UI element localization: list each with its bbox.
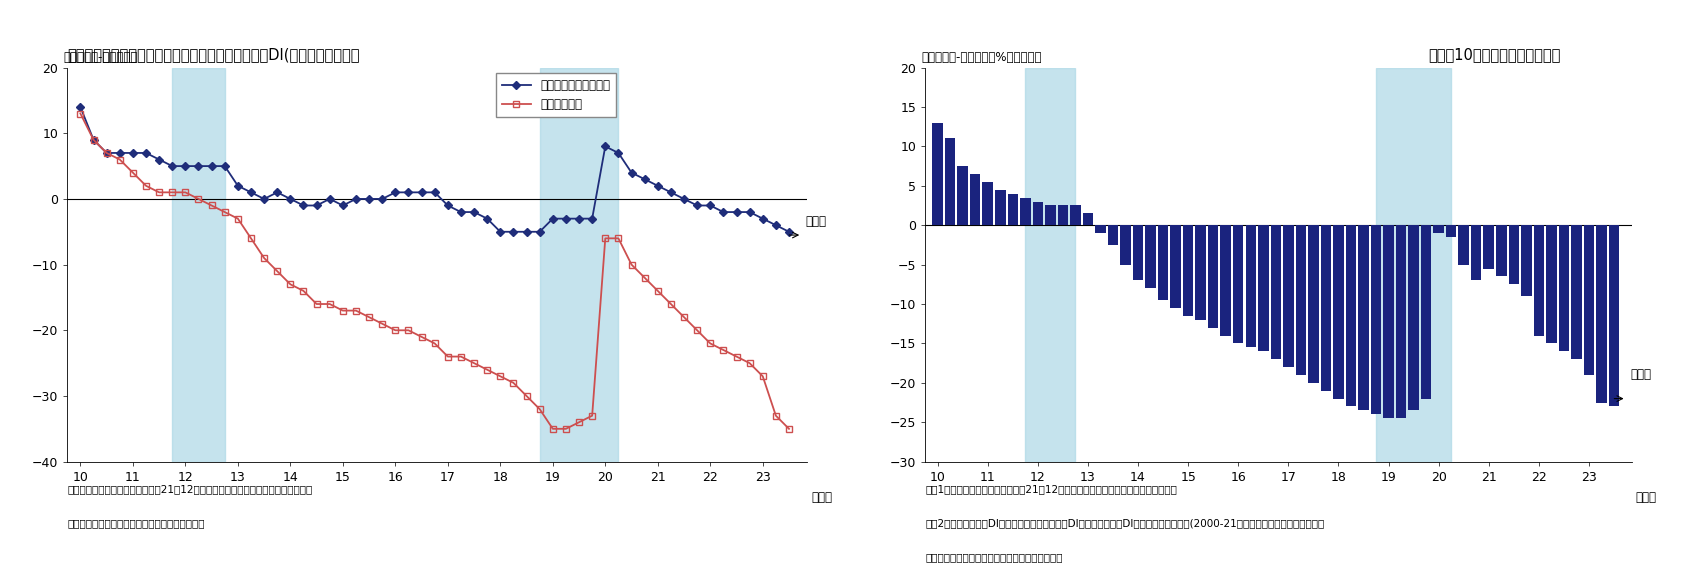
Text: （年）: （年） [811, 491, 833, 504]
Bar [1584, 225, 1595, 375]
Bar [1171, 225, 1181, 308]
Bar [1033, 202, 1043, 225]
Bar [1196, 225, 1206, 320]
雇用人員判断 [779, 426, 799, 432]
Bar [1396, 225, 1406, 418]
Bar [1070, 205, 1080, 225]
Bar [957, 166, 967, 225]
Bar [172, 68, 225, 462]
Bar [1509, 225, 1519, 284]
Bar [1083, 213, 1093, 225]
Bar [1132, 225, 1144, 280]
Bar [1359, 225, 1369, 410]
Bar [1546, 225, 1556, 343]
Bar [1408, 225, 1420, 410]
Text: （「過剰」-「不足」）: （「過剰」-「不足」） [64, 51, 138, 64]
Bar [1270, 225, 1282, 359]
Bar [1295, 225, 1307, 375]
Text: （「過剰」-「不足」、%ポイント）: （「過剰」-「不足」、%ポイント） [922, 51, 1043, 64]
Bar [1108, 225, 1119, 245]
Bar [1008, 194, 1018, 225]
Text: （資料）日本銀行「全国企業短期経済観測調査」: （資料）日本銀行「全国企業短期経済観測調査」 [67, 518, 205, 528]
Bar [932, 123, 944, 225]
Text: （図表９）　生産・営業用設備判断と雇用人員判断DI(全規模・全産業）: （図表９） 生産・営業用設備判断と雇用人員判断DI(全規模・全産業） [67, 47, 360, 62]
Bar [1145, 225, 1156, 288]
Bar [1458, 225, 1468, 265]
Bar [1258, 225, 1268, 351]
Bar [1608, 225, 1620, 406]
Bar [1233, 225, 1243, 343]
Bar [1559, 225, 1569, 351]
Text: （注2）短観加重平均DIは生産・営業用設備判断DIと雇用人員判断DIを資本・労働分配率(2000-21年度平均）で加重平均したもの: （注2）短観加重平均DIは生産・営業用設備判断DIと雇用人員判断DIを資本・労働… [925, 518, 1324, 528]
Bar [1447, 225, 1457, 237]
Bar [945, 138, 955, 225]
Bar [1495, 225, 1507, 276]
Line: 生産・営業用設備判断: 生産・営業用設備判断 [77, 104, 792, 235]
Bar [1433, 225, 1443, 233]
雇用人員判断 [543, 426, 563, 432]
Text: （資料）日本銀行「全国企業短期経済観測調査」: （資料）日本銀行「全国企業短期経済観測調査」 [925, 552, 1063, 562]
雇用人員判断 [71, 110, 91, 117]
Text: 先行き: 先行き [1630, 368, 1652, 382]
Bar [1376, 68, 1452, 462]
Bar [1596, 225, 1606, 403]
Text: （注）シャドーは景気後退期間、21年12月調査以降は調査対象見直し後の新ベース: （注）シャドーは景気後退期間、21年12月調査以降は調査対象見直し後の新ベース [67, 484, 313, 494]
Bar [1045, 205, 1056, 225]
Bar [1571, 225, 1581, 359]
雇用人員判断 [765, 412, 785, 419]
Bar [1283, 225, 1293, 367]
生産・営業用設備判断 [333, 202, 353, 209]
Bar [1157, 225, 1169, 300]
Bar [1019, 198, 1031, 225]
生産・営業用設備判断 [241, 189, 261, 196]
Text: （年）: （年） [1635, 491, 1657, 504]
Bar [982, 182, 992, 225]
生産・営業用設備判断 [765, 222, 785, 229]
Bar [1182, 225, 1194, 316]
Bar [1521, 225, 1532, 296]
生産・営業用設備判断 [71, 104, 91, 110]
Bar [1472, 225, 1482, 280]
Bar [1334, 225, 1344, 399]
Bar [1208, 225, 1218, 328]
Text: （注1）シャドーは景気後退期間、21年12月調査以降は調査対象見直し後の新ベース: （注1）シャドーは景気後退期間、21年12月調査以降は調査対象見直し後の新ベース [925, 484, 1177, 494]
雇用人員判断 [333, 307, 353, 314]
雇用人員判断 [241, 235, 261, 242]
Text: 先行き: 先行き [806, 216, 828, 229]
Bar [1120, 225, 1130, 265]
Bar [1309, 225, 1319, 383]
Bar [1095, 225, 1105, 233]
生産・営業用設備判断 [202, 163, 222, 169]
Bar [1421, 225, 1431, 399]
生産・営業用設備判断 [779, 229, 799, 235]
Line: 雇用人員判断: 雇用人員判断 [77, 111, 792, 432]
Bar [1346, 225, 1356, 406]
Bar [1383, 225, 1394, 418]
生産・営業用設備判断 [150, 156, 170, 163]
Bar [540, 68, 619, 462]
雇用人員判断 [150, 189, 170, 196]
生産・営業用設備判断 [489, 229, 510, 235]
Text: （図表10）　短観加重平均ＤＩ: （図表10） 短観加重平均ＤＩ [1428, 47, 1561, 62]
雇用人員判断 [202, 202, 222, 209]
Bar [1026, 68, 1075, 462]
Legend: 生産・営業用設備判断, 雇用人員判断: 生産・営業用設備判断, 雇用人員判断 [496, 73, 616, 117]
Bar [1534, 225, 1544, 336]
雇用人員判断 [713, 347, 733, 354]
Bar [996, 190, 1006, 225]
Bar [1221, 225, 1231, 336]
Bar [971, 174, 981, 225]
Bar [1058, 205, 1068, 225]
Bar [1320, 225, 1330, 391]
生産・営業用設備判断 [713, 209, 733, 216]
Bar [1245, 225, 1256, 347]
Bar [1484, 225, 1494, 269]
Bar [1371, 225, 1381, 414]
